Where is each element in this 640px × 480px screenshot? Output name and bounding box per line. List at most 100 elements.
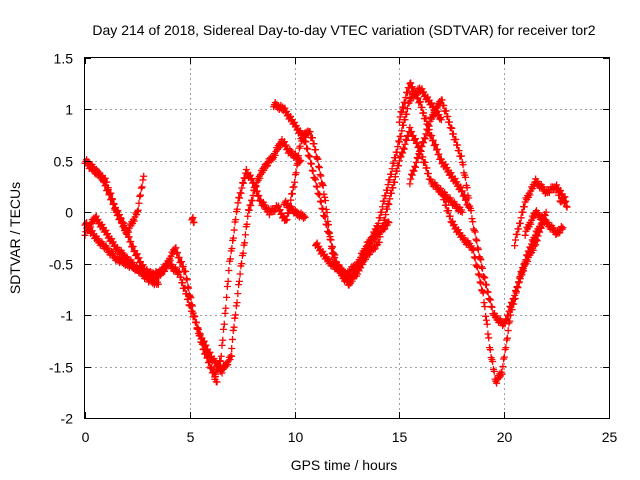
data-point xyxy=(510,300,518,308)
data-point xyxy=(470,246,478,254)
data-point xyxy=(374,219,382,227)
data-point xyxy=(445,207,453,215)
y-axis-label: SDTVAR / TECUs xyxy=(7,182,23,294)
data-point xyxy=(315,162,323,170)
data-point xyxy=(276,206,284,214)
data-point xyxy=(396,113,404,121)
data-point xyxy=(395,162,403,170)
data-point xyxy=(480,273,488,281)
data-point xyxy=(234,199,242,207)
data-point xyxy=(213,365,221,373)
data-point xyxy=(213,366,221,374)
data-point xyxy=(142,271,150,279)
x-tick-label: 20 xyxy=(497,429,513,445)
data-point xyxy=(481,274,489,282)
data-point xyxy=(383,205,391,213)
data-point xyxy=(467,242,475,250)
data-point xyxy=(324,227,332,235)
data-point xyxy=(133,207,141,215)
data-point xyxy=(479,272,487,280)
data-point xyxy=(560,196,568,204)
data-point xyxy=(416,98,424,106)
data-point xyxy=(356,257,364,265)
data-point xyxy=(228,335,236,343)
data-point xyxy=(228,352,236,360)
data-point xyxy=(223,293,231,301)
data-point xyxy=(178,258,186,266)
data-point xyxy=(228,344,236,352)
axis-ticks xyxy=(85,58,610,419)
data-point xyxy=(333,262,341,270)
data-point xyxy=(174,249,182,257)
data-point xyxy=(117,254,125,262)
data-point xyxy=(216,357,224,365)
data-point xyxy=(407,128,415,136)
data-point xyxy=(432,141,440,149)
data-point xyxy=(403,136,411,144)
data-point xyxy=(222,362,230,370)
data-point xyxy=(461,191,469,199)
data-point xyxy=(262,163,270,171)
data-point xyxy=(511,236,519,244)
data-point xyxy=(318,180,326,188)
data-point xyxy=(216,357,224,365)
data-point xyxy=(424,121,432,129)
x-tick-label: 10 xyxy=(288,429,304,445)
data-point xyxy=(291,118,299,126)
data-point xyxy=(431,110,439,118)
data-point xyxy=(473,237,481,245)
data-point xyxy=(451,175,459,183)
data-point xyxy=(113,253,121,261)
data-point xyxy=(277,101,285,109)
data-point xyxy=(325,229,333,237)
data-point xyxy=(413,139,421,147)
data-point xyxy=(175,268,183,276)
data-point xyxy=(371,234,379,242)
data-point xyxy=(484,288,492,296)
data-point xyxy=(442,201,450,209)
data-point xyxy=(352,264,360,272)
data-point xyxy=(407,79,415,87)
data-point xyxy=(195,326,203,334)
data-point xyxy=(290,183,298,191)
data-point xyxy=(312,182,320,190)
data-point xyxy=(316,191,324,199)
data-point xyxy=(441,196,449,204)
data-point xyxy=(239,249,247,257)
data-point xyxy=(303,145,311,153)
data-point xyxy=(109,238,117,246)
data-point xyxy=(217,352,225,360)
data-point xyxy=(469,245,477,253)
data-point xyxy=(391,178,399,186)
data-point xyxy=(366,247,374,255)
data-point xyxy=(381,225,389,233)
data-point xyxy=(366,237,374,245)
data-point xyxy=(561,193,569,201)
data-point xyxy=(183,276,191,284)
data-point xyxy=(129,261,137,269)
data-point xyxy=(226,255,234,263)
data-point xyxy=(536,224,544,232)
data-point xyxy=(476,278,484,286)
data-point xyxy=(453,141,461,149)
data-point xyxy=(106,190,114,198)
data-point xyxy=(127,238,135,246)
data-point xyxy=(484,330,492,338)
data-point xyxy=(554,185,562,193)
data-point xyxy=(334,264,342,272)
y-tick-label: -1.5 xyxy=(49,360,73,376)
data-point xyxy=(252,182,260,190)
data-point xyxy=(435,150,443,158)
data-point xyxy=(520,203,528,211)
data-point xyxy=(485,295,493,303)
data-point xyxy=(304,151,312,159)
data-point xyxy=(89,218,97,226)
data-point xyxy=(317,198,325,206)
data-point xyxy=(241,174,249,182)
data-point xyxy=(297,209,305,217)
data-point xyxy=(385,200,393,208)
data-point xyxy=(408,171,416,179)
data-point xyxy=(382,211,390,219)
data-point xyxy=(368,246,376,254)
data-point xyxy=(514,283,522,291)
